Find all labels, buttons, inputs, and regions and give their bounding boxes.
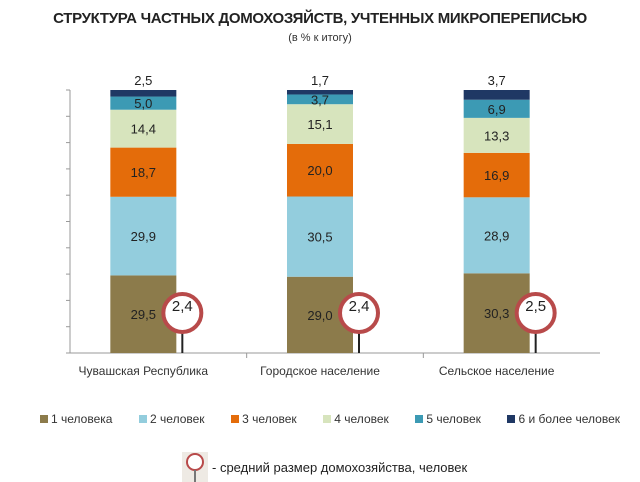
data-label: 5,0 — [134, 96, 152, 111]
legend-item: 4 человек — [323, 412, 389, 426]
bar-segment — [463, 152, 530, 198]
bar-segment — [287, 90, 353, 95]
data-label: 20,0 — [307, 163, 332, 178]
legend-swatch — [415, 415, 424, 423]
avg-marker — [514, 292, 557, 334]
x-tick-label: Сельское население — [439, 364, 555, 378]
data-label: 3,7 — [311, 92, 329, 107]
legend-swatch — [507, 415, 516, 423]
legend-swatch — [139, 415, 148, 423]
data-label: 30,5 — [307, 230, 332, 245]
bar-segment — [287, 143, 353, 197]
avg-size-label: 2,5 — [525, 298, 546, 315]
bar-segment — [463, 197, 530, 274]
data-label: 15,1 — [307, 117, 332, 132]
legend-label: 1 человека — [51, 412, 113, 426]
data-label: 30,3 — [484, 306, 509, 321]
legend-swatch — [231, 415, 240, 423]
x-tick-label: Городское население — [260, 364, 380, 378]
legend-label: 2 человек — [150, 412, 205, 426]
bar-segment — [110, 96, 177, 110]
avg-size-legend: - средний размер домохозяйства, человек — [182, 452, 467, 482]
legend-swatch — [323, 415, 332, 423]
data-label: 6,9 — [488, 102, 506, 117]
legend-label: 4 человек — [334, 412, 389, 426]
bar-segment — [463, 99, 530, 118]
bar-segment — [287, 104, 353, 144]
bar-segment — [110, 196, 177, 276]
avg-marker — [161, 292, 204, 334]
legend-label: 3 человек — [242, 412, 297, 426]
data-label: 28,9 — [484, 228, 509, 243]
bar-segment — [110, 147, 177, 197]
legend-label: 5 человек — [426, 412, 481, 426]
bar-segment — [110, 90, 177, 97]
bar-segment — [463, 90, 530, 100]
bar-segment — [287, 94, 353, 105]
chart-subtitle: (в % к итогу) — [288, 32, 352, 44]
data-label: 18,7 — [131, 165, 156, 180]
avg-size-label: 2,4 — [172, 298, 193, 315]
data-label: 29,9 — [131, 229, 156, 244]
data-label: 16,9 — [484, 168, 509, 183]
stacked-bar-chart: 29,5 29,9 18,7 14,4 5,0 2,5 Чувашская Республи… — [66, 73, 600, 378]
avg-marker — [338, 292, 380, 334]
legend-item: 6 и более человек — [507, 412, 620, 426]
bar-segment — [287, 196, 353, 277]
legend-item: 5 человек — [415, 412, 481, 426]
data-label: 1,7 — [311, 73, 329, 88]
bar-segment — [463, 117, 530, 153]
data-label: 2,5 — [134, 73, 152, 88]
avg-size-legend-label: - средний размер домохозяйства, человек — [212, 459, 468, 475]
chart-title: СТРУКТУРА ЧАСТНЫХ ДОМОХОЗЯЙСТВ, УЧТЕННЫХ… — [53, 10, 587, 27]
avg-marker-icon — [182, 452, 208, 482]
legend-item: 2 человек — [139, 412, 205, 426]
data-label: 29,5 — [131, 307, 156, 322]
legend-swatch — [40, 415, 48, 423]
data-label: 29,0 — [307, 308, 332, 323]
legend: 1 человека 2 человек 3 человек 4 человек 5 ч… — [40, 412, 620, 426]
data-label: 3,7 — [488, 73, 506, 88]
legend-label: 6 и более человек — [518, 412, 620, 426]
avg-size-label: 2,4 — [349, 298, 370, 315]
legend-item: 1 человека — [40, 412, 112, 426]
bar-segment — [110, 109, 177, 148]
data-label: 13,3 — [484, 128, 509, 143]
x-tick-label: Чувашская Республика — [79, 364, 209, 378]
data-label: 14,4 — [131, 122, 156, 137]
legend-item: 3 человек — [231, 412, 297, 426]
